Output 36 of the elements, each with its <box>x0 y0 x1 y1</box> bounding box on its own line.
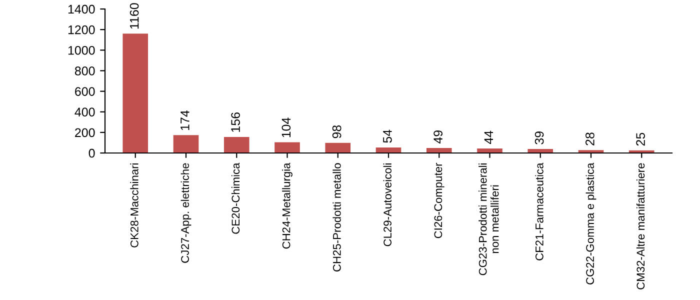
y-tick-label: 200 <box>75 128 95 138</box>
x-tick-label: CI26-Computer <box>434 162 444 238</box>
data-label: 156 <box>231 112 240 132</box>
y-tick-label: 800 <box>74 66 95 76</box>
data-label: 174 <box>180 110 190 130</box>
data-label: 49 <box>434 130 442 144</box>
x-tick-label: CH25-Prodotti metallo <box>332 163 341 272</box>
y-tick-label: 400 <box>74 108 95 117</box>
bar <box>122 34 148 153</box>
y-tick-label: 1000 <box>68 46 95 55</box>
x-tick-label: CK28-Macchinari <box>130 163 138 248</box>
x-tick-label: CG22-Gomma e plastica <box>586 162 596 284</box>
bar <box>224 136 250 153</box>
bar <box>173 135 199 153</box>
data-label: 25 <box>636 132 645 146</box>
x-tick-label: CG23-Prodotti minerali non metalliferi <box>478 163 499 276</box>
x-tick-label: CL29-Autoveicoli <box>383 163 392 246</box>
data-label: 39 <box>534 132 544 144</box>
x-tick-label: CM32-Altre manifatturiere <box>636 163 645 290</box>
bar <box>426 148 452 153</box>
x-tick-label: CE20-Chimica <box>231 162 240 234</box>
bar <box>325 142 351 153</box>
bar <box>274 142 300 153</box>
x-tick-label: CH24-Metallurgia <box>282 162 292 249</box>
y-tick-label: 0 <box>88 148 95 158</box>
y-tick-label: 1400 <box>68 4 95 14</box>
data-label: 98 <box>332 125 342 138</box>
y-tick-label: 600 <box>75 87 95 96</box>
data-label: 28 <box>586 132 594 146</box>
data-label: 54 <box>383 130 392 143</box>
data-label: 1160 <box>130 3 139 29</box>
data-label: 44 <box>484 130 493 144</box>
x-tick-label: CF21-Farmaceutica <box>535 162 544 260</box>
y-tick-label: 1200 <box>68 25 95 34</box>
x-tick-label: CJ27-App. elettriche <box>180 163 192 263</box>
data-label: 104 <box>282 118 291 138</box>
